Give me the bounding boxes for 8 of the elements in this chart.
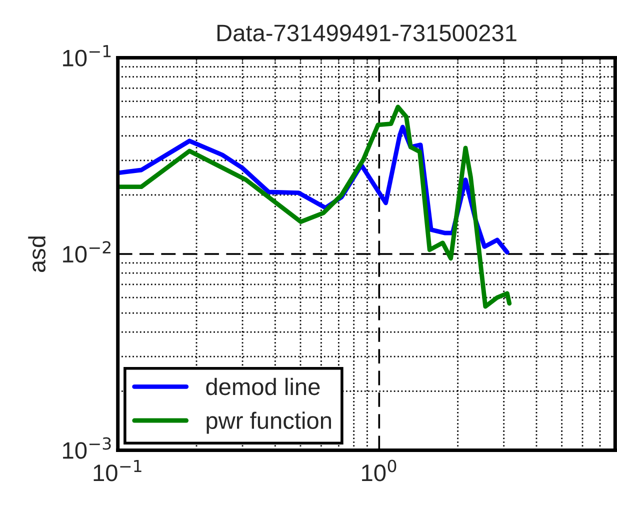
chart-title: Data-731499491-731500231 [217, 24, 516, 42]
y-tick-label: 10$^{−1}$ [63, 45, 111, 66]
x-tick-label: 10$^{0}$ [362, 460, 396, 482]
y-tick-label: 10$^{−3}$ [63, 437, 111, 459]
legend-label: pwr function [206, 412, 331, 434]
y-tick-label: 10$^{−2}$ [63, 241, 110, 263]
legend-label: demod line [206, 378, 320, 396]
y-axis-title: asd [28, 236, 46, 272]
